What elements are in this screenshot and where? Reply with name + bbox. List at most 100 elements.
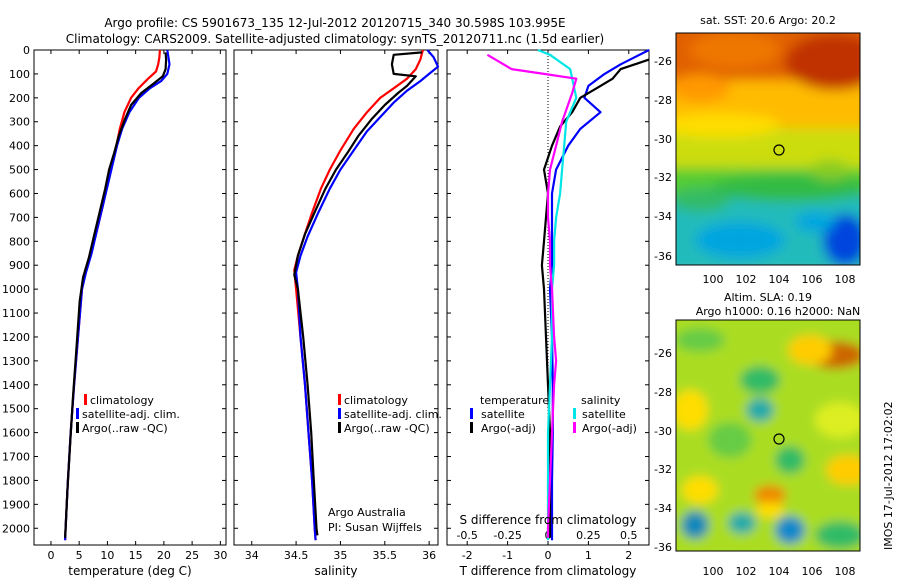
legend-label: climatology bbox=[344, 394, 408, 407]
x2-tick-label: -0.5 bbox=[456, 529, 477, 542]
depth-tick-label: 300 bbox=[9, 116, 30, 129]
sst-y-tick: -28 bbox=[654, 94, 672, 107]
sst-argo-location-marker bbox=[773, 144, 785, 156]
sla-argo-location-marker bbox=[773, 433, 785, 445]
legend-label: Argo(-adj) bbox=[481, 422, 536, 435]
x-tick-label: 34 bbox=[245, 549, 259, 562]
depth-tick-label: 1800 bbox=[2, 474, 30, 487]
sla-y-tick: -32 bbox=[654, 463, 672, 476]
temperature-series bbox=[64, 49, 171, 541]
depth-tick-label: 1900 bbox=[2, 498, 30, 511]
x2-tick-label: 0.5 bbox=[620, 529, 638, 542]
x-tick-label: 0 bbox=[47, 549, 54, 562]
salinity-series bbox=[293, 49, 440, 541]
x-tick-label: -1 bbox=[502, 549, 513, 562]
legend-label: Argo(..raw -QC) bbox=[344, 422, 430, 435]
legend-label: Argo(-adj) bbox=[582, 422, 637, 435]
x-tick-label: 20 bbox=[157, 549, 171, 562]
sla-map bbox=[676, 320, 860, 551]
depth-tick-label: 200 bbox=[9, 92, 30, 105]
x-tick-label: 15 bbox=[129, 549, 143, 562]
temperature-panel bbox=[33, 49, 227, 546]
sla-map-title-line2: Argo h1000: 0.16 h2000: NaN bbox=[696, 305, 861, 318]
sla-y-tick: -34 bbox=[654, 502, 672, 515]
legend-title-salinity: salinity bbox=[581, 394, 621, 407]
series-line-argo-adj- bbox=[486, 53, 578, 538]
sst-y-tick: -30 bbox=[654, 133, 672, 146]
temperature-x-axis: 0 5 10 15 20 25 30 bbox=[47, 50, 227, 562]
sla-y-tick: -30 bbox=[654, 425, 672, 438]
x-tick-label: 34.5 bbox=[284, 549, 309, 562]
annotation-pi: PI: Susan Wijffels bbox=[328, 521, 422, 534]
sla-map-frame bbox=[675, 319, 861, 552]
series-line-satellite-adj-clim- bbox=[295, 49, 440, 541]
sla-x-tick: 104 bbox=[769, 565, 790, 578]
sst-x-tick: 104 bbox=[769, 273, 790, 286]
legend-label: satellite bbox=[582, 408, 626, 421]
x-tick-label: -2 bbox=[462, 549, 473, 562]
legend-swatch-climatology bbox=[338, 394, 341, 405]
legend-label: satellite bbox=[481, 408, 525, 421]
x-tick-label: 30 bbox=[213, 549, 227, 562]
x-tick-label: 35.5 bbox=[373, 549, 398, 562]
sla-x-tick: 108 bbox=[835, 565, 856, 578]
sst-y-tick: -26 bbox=[654, 55, 672, 68]
t-difference-x-axis: -2 -1 0 1 2 bbox=[462, 50, 632, 562]
sst-x-tick: 106 bbox=[802, 273, 823, 286]
x2-tick-label: -0.25 bbox=[493, 529, 521, 542]
temperature-xlabel: temperature (deg C) bbox=[68, 564, 191, 578]
title-line1: Argo profile: CS 5901673_135 12-Jul-2012… bbox=[104, 16, 565, 30]
depth-tick-label: 1100 bbox=[2, 307, 30, 320]
sst-x-tick: 102 bbox=[736, 273, 757, 286]
x-tick-label: 5 bbox=[76, 549, 83, 562]
sst-map-x-axis: 100 102 104 106 108 bbox=[703, 273, 856, 286]
legend-title-temperature: temperature bbox=[480, 394, 549, 407]
x-tick-label: 0 bbox=[545, 549, 552, 562]
legend-swatch-t-argo bbox=[470, 422, 473, 433]
depth-tick-label: 400 bbox=[9, 140, 30, 153]
salinity-legend: climatology satellite-adj. clim. Argo(..… bbox=[338, 394, 442, 435]
annotation-argo-australia: Argo Australia bbox=[328, 506, 406, 519]
sla-x-tick: 100 bbox=[703, 565, 724, 578]
depth-tick-label: 1700 bbox=[2, 451, 30, 464]
legend-label: satellite-adj. clim. bbox=[82, 408, 180, 421]
depth-tick-label: 1400 bbox=[2, 379, 30, 392]
sla-x-tick: 102 bbox=[736, 565, 757, 578]
depth-tick-label: 1200 bbox=[2, 331, 30, 344]
legend-swatch-satellite bbox=[338, 408, 341, 419]
x-tick-label: 1 bbox=[585, 549, 592, 562]
x-tick-label: 2 bbox=[625, 549, 632, 562]
temperature-legend: climatology satellite-adj. clim. Argo(..… bbox=[76, 394, 180, 435]
series-line-satellite bbox=[537, 48, 578, 541]
legend-swatch-argo bbox=[76, 422, 79, 433]
sst-map-title: sat. SST: 20.6 Argo: 20.2 bbox=[700, 14, 836, 27]
legend-swatch-t-satellite bbox=[470, 408, 473, 419]
sla-y-tick: -36 bbox=[654, 541, 672, 554]
salinity-panel bbox=[233, 49, 439, 546]
s-difference-xlabel: S difference from climatology bbox=[460, 513, 637, 527]
sst-x-tick: 100 bbox=[703, 273, 724, 286]
legend-swatch-climatology bbox=[84, 394, 87, 405]
title-line2: Climatology: CARS2009. Satellite-adjuste… bbox=[66, 32, 604, 46]
depth-tick-label: 800 bbox=[9, 235, 30, 248]
x-tick-label: 35 bbox=[333, 549, 347, 562]
depth-tick-label: 700 bbox=[9, 211, 30, 224]
difference-series bbox=[486, 48, 650, 541]
legend-swatch-satellite bbox=[76, 408, 79, 419]
legend-label: satellite-adj. clim. bbox=[344, 408, 442, 421]
sst-y-tick: -34 bbox=[654, 210, 672, 223]
x2-tick-label: 0.25 bbox=[576, 529, 601, 542]
depth-tick-label: 1600 bbox=[2, 427, 30, 440]
depth-tick-label: 1300 bbox=[2, 355, 30, 368]
sst-map bbox=[676, 33, 860, 265]
difference-legend: temperature satellite Argo(-adj) salinit… bbox=[470, 394, 637, 435]
depth-tick-label: 600 bbox=[9, 187, 30, 200]
sla-map-y-axis: -26 -28 -30 -32 -34 -36 bbox=[654, 347, 672, 554]
depth-tick-label: 2000 bbox=[2, 522, 30, 535]
legend-swatch-s-satellite bbox=[573, 408, 576, 419]
sst-x-tick: 108 bbox=[835, 273, 856, 286]
depth-tick-label: 900 bbox=[9, 259, 30, 272]
x-tick-label: 10 bbox=[100, 549, 114, 562]
sst-map-frame bbox=[675, 32, 861, 266]
